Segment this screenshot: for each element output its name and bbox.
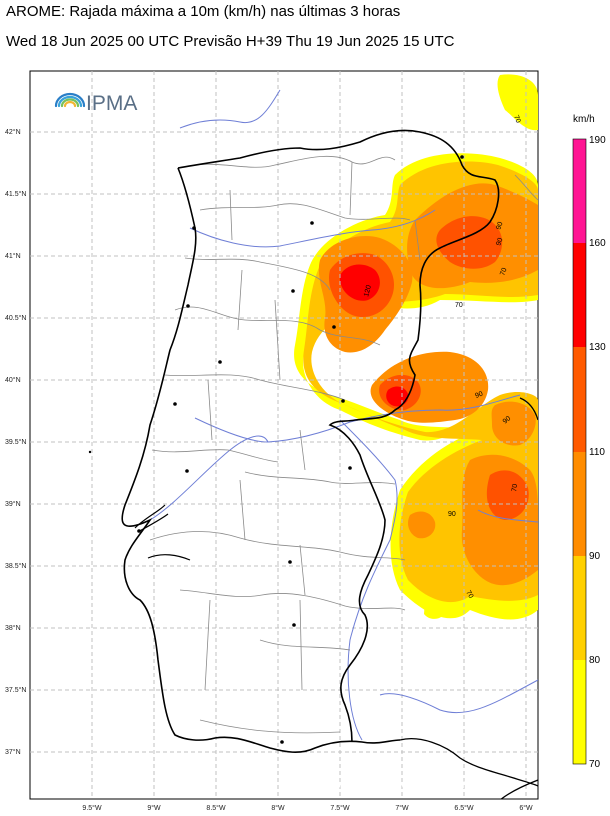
lat-label: 40.5°N bbox=[5, 314, 26, 322]
colorbar-tick: 70 bbox=[589, 759, 601, 770]
contour-label: 70 bbox=[455, 302, 463, 309]
contour-label: 90 bbox=[495, 237, 504, 247]
latitude-labels: 42°N 41.5°N 41°N 40.5°N 40°N 39.5°N 39°N… bbox=[5, 128, 26, 756]
lat-label: 38.5°N bbox=[5, 562, 26, 570]
district-boundaries bbox=[149, 156, 538, 734]
colorbar: km/h 70 80 90 110 130 160 190 bbox=[572, 114, 606, 770]
lon-label: 9°W bbox=[147, 804, 161, 812]
national-border bbox=[177, 129, 500, 743]
spain-coast bbox=[399, 738, 538, 787]
colorbar-tick: 160 bbox=[589, 238, 606, 249]
contour-label: 90 bbox=[448, 511, 456, 518]
gust-field-130 bbox=[339, 264, 409, 407]
lon-label: 9.5°W bbox=[82, 804, 102, 812]
ipma-logo: IPMA bbox=[54, 92, 137, 115]
colorbar-segment bbox=[573, 556, 586, 660]
map-subtitle: Wed 18 Jun 2025 00 UTC Previsão H+39 Thu… bbox=[6, 33, 455, 50]
colorbar-tick: 190 bbox=[589, 135, 606, 146]
contour-label: 70 bbox=[512, 114, 521, 124]
contour-labels: 70 90 120 90 70 70 90 90 70 90 70 bbox=[363, 114, 521, 600]
contour-label: 70 bbox=[464, 590, 474, 600]
contour-label: 70 bbox=[511, 483, 519, 492]
city-markers bbox=[88, 155, 464, 744]
lon-label: 6°W bbox=[519, 804, 533, 812]
graticule bbox=[30, 71, 538, 799]
colorbar-tick: 80 bbox=[589, 655, 601, 666]
svg-text:© Instituto Português do Mar e: © Instituto Português do Mar e da Atmosf… bbox=[300, 780, 478, 790]
colorbar-segment bbox=[573, 139, 586, 243]
lat-label: 38°N bbox=[5, 624, 21, 632]
lat-label: 37°N bbox=[5, 748, 21, 756]
contour-label: 120 bbox=[363, 284, 373, 297]
lat-label: 39.5°N bbox=[5, 438, 26, 446]
colorbar-segment bbox=[573, 347, 586, 452]
lat-label: 40°N bbox=[5, 376, 21, 384]
colorbar-tick: 110 bbox=[589, 447, 605, 458]
colorbar-tick: 130 bbox=[589, 342, 606, 353]
contour-label: 70 bbox=[499, 267, 508, 277]
estuary bbox=[134, 504, 191, 561]
contour-label: 90 bbox=[495, 221, 504, 231]
spain-region-line bbox=[519, 397, 538, 421]
lon-label: 6.5°W bbox=[454, 804, 474, 812]
rivers bbox=[149, 89, 538, 741]
spain-coast-east bbox=[500, 779, 538, 799]
contour-label: 90 bbox=[502, 415, 513, 425]
map-title: AROME: Rajada máxima a 10m (km/h) nas úl… bbox=[6, 3, 401, 20]
colorbar-segment bbox=[573, 243, 586, 347]
lon-label: 7°W bbox=[395, 804, 409, 812]
lon-label: 8°W bbox=[271, 804, 285, 812]
colorbar-segment bbox=[573, 660, 586, 764]
lat-label: 37.5°N bbox=[5, 686, 26, 694]
lon-label: 8.5°W bbox=[206, 804, 226, 812]
copyright-credit: © Instituto Português do Mar e da Atmosf… bbox=[300, 780, 478, 790]
coastline bbox=[121, 167, 401, 753]
logo-text: IPMA bbox=[86, 92, 137, 115]
rainbow-arc-icon bbox=[54, 92, 86, 108]
colorbar-unit: km/h bbox=[573, 114, 595, 125]
longitude-labels: 9.5°W 9°W 8.5°W 8°W 7.5°W 7°W 6.5°W 6°W bbox=[82, 804, 533, 812]
colorbar-tick: 90 bbox=[589, 551, 601, 562]
contour-label: 90 bbox=[474, 391, 484, 400]
lat-label: 41°N bbox=[5, 252, 21, 260]
lat-label: 42°N bbox=[5, 128, 21, 136]
colorbar-segment bbox=[573, 452, 586, 556]
lon-label: 7.5°W bbox=[330, 804, 350, 812]
lat-label: 41.5°N bbox=[5, 190, 26, 198]
lat-label: 39°N bbox=[5, 500, 21, 508]
